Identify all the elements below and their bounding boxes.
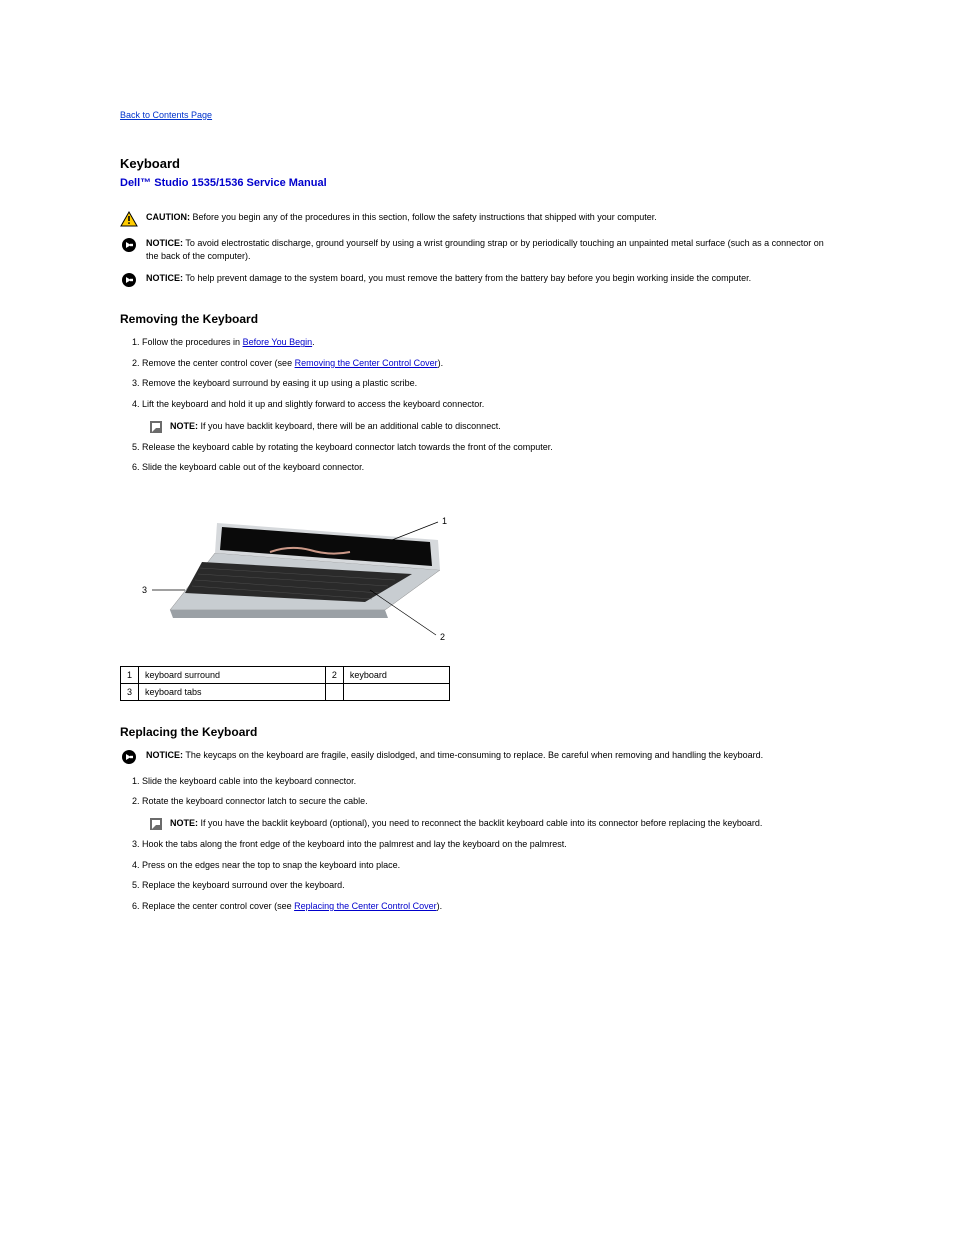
callout-2: 2 — [440, 632, 445, 642]
caution-notice: CAUTION: Before you begin any of the pro… — [120, 211, 834, 227]
page-title: Keyboard — [120, 156, 834, 171]
parts-table: 1 keyboard surround 2 keyboard 3 keyboar… — [120, 666, 450, 701]
callout-1: 1 — [442, 516, 447, 526]
remove-steps-cont: Release the keyboard cable by rotating t… — [142, 441, 834, 474]
keycaps-notice: NOTICE: The keycaps on the keyboard are … — [120, 749, 834, 765]
cell-num: 2 — [325, 666, 343, 683]
step-text: Replace the center control cover (see — [142, 901, 294, 911]
step-text: Lift the keyboard and hold it up and sli… — [142, 398, 834, 411]
notice2-label: NOTICE: — [146, 273, 183, 283]
back-to-contents-link[interactable]: Back to Contents Page — [120, 110, 212, 120]
notice-icon — [120, 237, 138, 253]
cell-num — [325, 683, 343, 700]
replacing-center-cover-link[interactable]: Replacing the Center Control Cover — [294, 901, 437, 911]
note-label: NOTE: — [170, 818, 198, 828]
esd-notice: NOTICE: To avoid electrostatic discharge… — [120, 237, 834, 262]
replace-heading: Replacing the Keyboard — [120, 725, 834, 739]
notice-icon — [120, 272, 138, 288]
caution-label: CAUTION: — [146, 212, 190, 222]
note-icon — [150, 421, 164, 433]
step-text: Remove the keyboard surround by easing i… — [142, 377, 834, 390]
caution-text: Before you begin any of the procedures i… — [193, 212, 657, 222]
note-text: If you have the backlit keyboard (option… — [201, 818, 763, 828]
replace-steps-cont: Hook the tabs along the front edge of th… — [142, 838, 834, 912]
cell-label: keyboard surround — [139, 666, 326, 683]
callout-3: 3 — [142, 585, 147, 595]
note-label: NOTE: — [170, 421, 198, 431]
manual-subtitle: Dell™ Studio 1535/1536 Service Manual — [120, 177, 834, 189]
step-text: Slide the keyboard cable into the keyboa… — [142, 775, 834, 788]
notice1-text: To avoid electrostatic discharge, ground… — [146, 238, 824, 261]
step-text: Press on the edges near the top to snap … — [142, 859, 834, 872]
cell-label: keyboard tabs — [139, 683, 326, 700]
backlit-replace-note: NOTE: If you have the backlit keyboard (… — [150, 818, 834, 830]
replace-steps: Slide the keyboard cable into the keyboa… — [142, 775, 834, 808]
keyboard-figure: 1 2 3 — [140, 490, 460, 650]
step-text: Follow the procedures in — [142, 337, 243, 347]
step-post: ). — [437, 901, 443, 911]
cell-num: 1 — [121, 666, 139, 683]
cell-label — [343, 683, 449, 700]
remove-heading: Removing the Keyboard — [120, 312, 834, 326]
replace-notice-text: The keycaps on the keyboard are fragile,… — [185, 750, 763, 760]
step-text: Slide the keyboard cable out of the keyb… — [142, 461, 834, 474]
cell-num: 3 — [121, 683, 139, 700]
before-you-begin-link[interactable]: Before You Begin — [243, 337, 313, 347]
replace-notice-label: NOTICE: — [146, 750, 183, 760]
step-text: Replace the keyboard surround over the k… — [142, 879, 834, 892]
step-text: Remove the center control cover (see — [142, 358, 295, 368]
notice-icon — [120, 749, 138, 765]
note-icon — [150, 818, 164, 830]
removing-center-cover-link[interactable]: Removing the Center Control Cover — [295, 358, 438, 368]
caution-icon — [120, 211, 138, 227]
notice1-label: NOTICE: — [146, 238, 183, 248]
backlit-note: NOTE: If you have backlit keyboard, ther… — [150, 421, 834, 433]
notice2-text: To help prevent damage to the system boa… — [185, 273, 751, 283]
step-text: Rotate the keyboard connector latch to s… — [142, 795, 834, 808]
step-post: . — [312, 337, 315, 347]
battery-notice: NOTICE: To help prevent damage to the sy… — [120, 272, 834, 288]
step-text: Release the keyboard cable by rotating t… — [142, 441, 834, 454]
cell-label: keyboard — [343, 666, 449, 683]
step-text: Hook the tabs along the front edge of th… — [142, 838, 834, 851]
step-post: ). — [438, 358, 444, 368]
note-text: If you have backlit keyboard, there will… — [201, 421, 501, 431]
remove-steps: Follow the procedures in Before You Begi… — [142, 336, 834, 410]
